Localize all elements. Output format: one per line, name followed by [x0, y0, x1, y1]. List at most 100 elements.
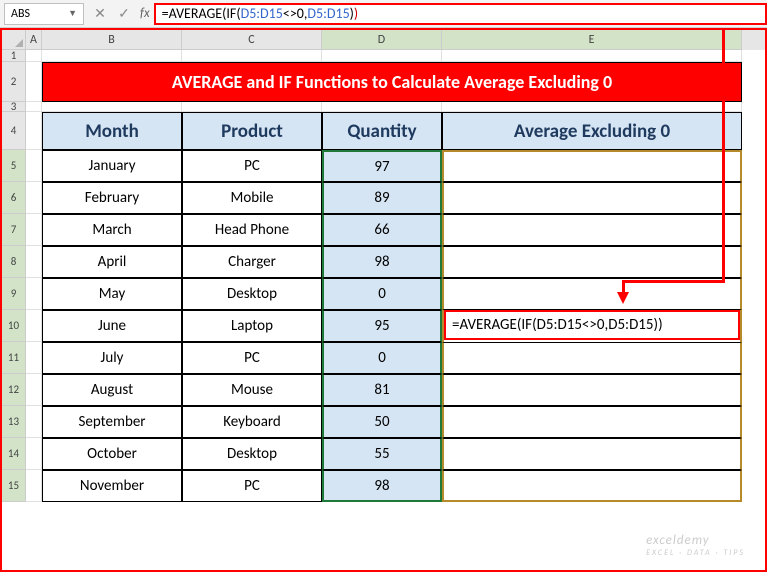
cell[interactable]: [42, 102, 182, 112]
cell[interactable]: [182, 102, 322, 112]
month-cell[interactable]: November: [42, 470, 182, 502]
qty-cell[interactable]: 89: [322, 182, 442, 214]
product-cell[interactable]: PC: [182, 342, 322, 374]
formula-input[interactable]: =AVERAGE(IF(D5:D15<>0, D5:D15)): [154, 3, 767, 25]
avg-cell[interactable]: [442, 150, 742, 182]
col-header-C[interactable]: C: [182, 30, 322, 50]
col-header-B[interactable]: B: [42, 30, 182, 50]
product-cell[interactable]: Laptop: [182, 310, 322, 342]
avg-cell[interactable]: [442, 374, 742, 406]
product-cell[interactable]: PC: [182, 470, 322, 502]
row-header[interactable]: 7: [2, 214, 26, 246]
month-cell[interactable]: March: [42, 214, 182, 246]
month-cell[interactable]: August: [42, 374, 182, 406]
cell[interactable]: [26, 102, 42, 112]
cell[interactable]: [442, 50, 742, 62]
avg-cell[interactable]: [442, 438, 742, 470]
month-cell[interactable]: January: [42, 150, 182, 182]
formula-cell[interactable]: =AVERAGE(IF(D5:D15<>0, D5:D15)): [444, 310, 740, 340]
col-header-E[interactable]: E: [442, 30, 742, 50]
col-header-A[interactable]: A: [26, 30, 42, 50]
product-cell[interactable]: PC: [182, 150, 322, 182]
cell[interactable]: [182, 50, 322, 62]
title-cell[interactable]: AVERAGE and IF Functions to Calculate Av…: [42, 62, 742, 102]
avg-cell[interactable]: [442, 214, 742, 246]
product-cell[interactable]: Charger: [182, 246, 322, 278]
qty-cell[interactable]: 0: [322, 342, 442, 374]
product-cell[interactable]: Mobile: [182, 182, 322, 214]
row-header[interactable]: 1: [2, 50, 26, 62]
avg-cell[interactable]: [442, 182, 742, 214]
row-header[interactable]: 10: [2, 310, 26, 342]
qty-cell[interactable]: 97: [322, 150, 442, 182]
row-header[interactable]: 4: [2, 112, 26, 150]
formula-token: <>0,: [582, 316, 608, 334]
avg-cell[interactable]: [442, 342, 742, 374]
month-cell[interactable]: July: [42, 342, 182, 374]
row-header[interactable]: 5: [2, 150, 26, 182]
avg-cell[interactable]: [442, 406, 742, 438]
qty-cell[interactable]: 95: [322, 310, 442, 342]
cell[interactable]: [26, 310, 42, 342]
cell[interactable]: [42, 50, 182, 62]
cell[interactable]: [442, 102, 742, 112]
cell[interactable]: [26, 112, 42, 150]
header-product[interactable]: Product: [182, 112, 322, 150]
header-month[interactable]: Month: [42, 112, 182, 150]
formula-token: =AVERAGE: [452, 316, 517, 334]
product-cell[interactable]: Desktop: [182, 278, 322, 310]
cell[interactable]: [26, 470, 42, 502]
qty-cell[interactable]: 50: [322, 406, 442, 438]
row-header[interactable]: 9: [2, 278, 26, 310]
qty-cell[interactable]: 55: [322, 438, 442, 470]
month-cell[interactable]: June: [42, 310, 182, 342]
fx-icon[interactable]: fx: [140, 6, 150, 21]
cancel-icon[interactable]: ✕: [88, 3, 112, 25]
product-cell[interactable]: Mouse: [182, 374, 322, 406]
row-header[interactable]: 15: [2, 470, 26, 502]
qty-cell[interactable]: 98: [322, 470, 442, 502]
enter-icon[interactable]: ✓: [112, 3, 136, 25]
month-cell[interactable]: April: [42, 246, 182, 278]
qty-cell[interactable]: 66: [322, 214, 442, 246]
product-cell[interactable]: Desktop: [182, 438, 322, 470]
cell[interactable]: [26, 406, 42, 438]
month-cell[interactable]: February: [42, 182, 182, 214]
cell[interactable]: [26, 150, 42, 182]
select-all-corner[interactable]: [2, 30, 26, 50]
product-cell[interactable]: Head Phone: [182, 214, 322, 246]
header-quantity[interactable]: Quantity: [322, 112, 442, 150]
cell[interactable]: [26, 62, 42, 102]
row-header[interactable]: 8: [2, 246, 26, 278]
row-header[interactable]: 2: [2, 62, 26, 102]
row-header[interactable]: 11: [2, 342, 26, 374]
cell[interactable]: [26, 182, 42, 214]
cell[interactable]: [26, 50, 42, 62]
cell[interactable]: [26, 374, 42, 406]
row-header[interactable]: 13: [2, 406, 26, 438]
qty-cell[interactable]: 81: [322, 374, 442, 406]
cell[interactable]: [26, 246, 42, 278]
header-average[interactable]: Average Excluding 0: [442, 112, 742, 150]
month-cell[interactable]: October: [42, 438, 182, 470]
row-header[interactable]: 6: [2, 182, 26, 214]
cell[interactable]: [26, 342, 42, 374]
cell[interactable]: [322, 102, 442, 112]
col-header-D[interactable]: D: [322, 30, 442, 50]
row-header[interactable]: 3: [2, 102, 26, 112]
row-header[interactable]: 14: [2, 438, 26, 470]
row-header[interactable]: 12: [2, 374, 26, 406]
cell[interactable]: [26, 214, 42, 246]
qty-cell[interactable]: 98: [322, 246, 442, 278]
cell[interactable]: [322, 50, 442, 62]
month-cell[interactable]: May: [42, 278, 182, 310]
product-cell[interactable]: Keyboard: [182, 406, 322, 438]
month-cell[interactable]: September: [42, 406, 182, 438]
avg-cell[interactable]: [442, 246, 742, 278]
name-box[interactable]: ABS ▼: [4, 3, 84, 25]
qty-cell[interactable]: 0: [322, 278, 442, 310]
cell[interactable]: [26, 278, 42, 310]
avg-cell[interactable]: [442, 470, 742, 502]
watermark-text: exceldemy: [646, 533, 710, 548]
cell[interactable]: [26, 438, 42, 470]
